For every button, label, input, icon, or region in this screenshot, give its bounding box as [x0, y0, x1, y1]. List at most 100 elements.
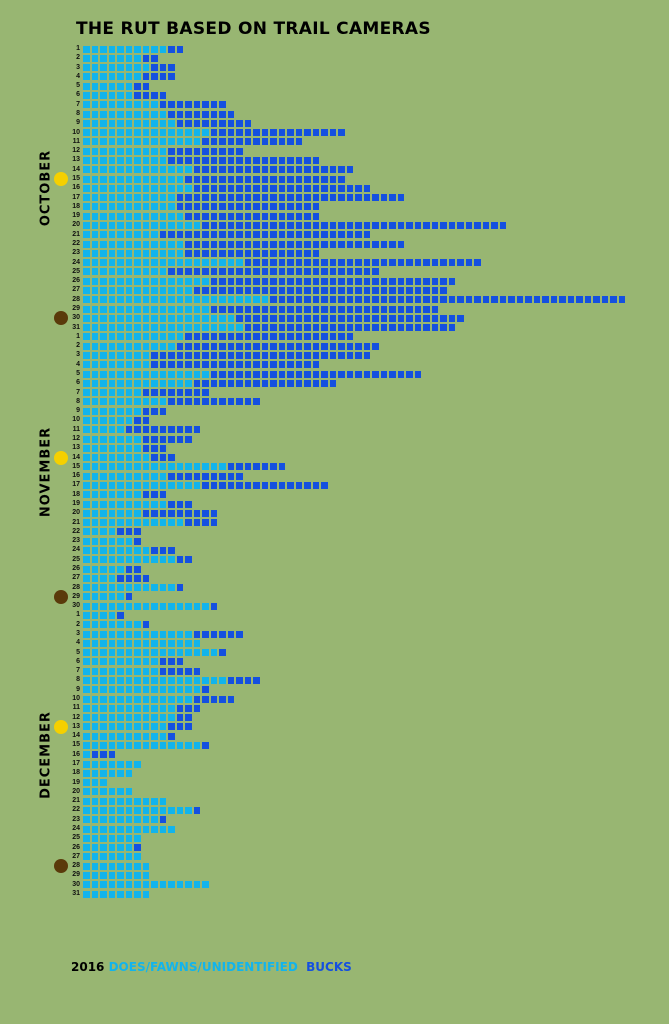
- does-square: [83, 91, 90, 99]
- does-square: [210, 324, 217, 332]
- does-square: [134, 156, 141, 164]
- does-square: [91, 203, 98, 211]
- does-square: [117, 704, 124, 712]
- bucks-square: [295, 138, 302, 146]
- does-square: [100, 240, 107, 248]
- does-square: [91, 658, 98, 666]
- does-square: [117, 667, 124, 675]
- does-square: [117, 593, 124, 601]
- does-square: [91, 379, 98, 387]
- does-square: [117, 862, 124, 870]
- does-square: [91, 481, 98, 489]
- does-square: [91, 91, 98, 99]
- bucks-square: [601, 296, 608, 304]
- does-square: [185, 881, 192, 889]
- does-square: [159, 268, 166, 276]
- bucks-square: [210, 212, 217, 220]
- does-square: [83, 574, 90, 582]
- bucks-square: [219, 175, 226, 183]
- bucks-square: [304, 379, 311, 387]
- does-square: [185, 686, 192, 694]
- does-square: [91, 296, 98, 304]
- does-square: [108, 203, 115, 211]
- bucks-square: [304, 342, 311, 350]
- does-square: [151, 138, 158, 146]
- bucks-square: [185, 472, 192, 480]
- bucks-square: [202, 695, 209, 703]
- does-square: [176, 259, 183, 267]
- does-square: [91, 212, 98, 220]
- does-square: [91, 825, 98, 833]
- bucks-square: [389, 221, 396, 229]
- bucks-square: [363, 351, 370, 359]
- bucks-square: [312, 296, 319, 304]
- bucks-square: [304, 194, 311, 202]
- does-square: [159, 277, 166, 285]
- bucks-square: [202, 286, 209, 294]
- bucks-square: [261, 259, 268, 267]
- does-square: [193, 463, 200, 471]
- does-square: [168, 519, 175, 527]
- bucks-square: [151, 351, 158, 359]
- day-label: 25: [72, 834, 80, 842]
- bucks-square: [253, 398, 260, 406]
- does-square: [159, 286, 166, 294]
- does-square: [108, 658, 115, 666]
- does-square: [100, 556, 107, 564]
- does-square: [176, 639, 183, 647]
- month-label: NOVEMBER: [38, 426, 54, 517]
- does-square: [151, 129, 158, 137]
- does-square: [100, 741, 107, 749]
- does-square: [108, 630, 115, 638]
- bucks-square: [329, 184, 336, 192]
- does-square: [236, 324, 243, 332]
- bucks-square: [253, 277, 260, 285]
- bucks-square: [227, 481, 234, 489]
- bucks-square: [227, 249, 234, 257]
- does-square: [83, 788, 90, 796]
- bucks-square: [312, 231, 319, 239]
- does-square: [185, 277, 192, 285]
- does-square: [91, 537, 98, 545]
- does-square: [125, 723, 132, 731]
- month-label: OCTOBER: [38, 150, 54, 227]
- does-square: [100, 871, 107, 879]
- bucks-square: [193, 212, 200, 220]
- bucks-square: [236, 240, 243, 248]
- does-square: [100, 649, 107, 657]
- does-square: [83, 714, 90, 722]
- bucks-square: [338, 175, 345, 183]
- month-label: DECEMBER: [38, 710, 54, 799]
- does-square: [151, 45, 158, 53]
- bucks-square: [329, 379, 336, 387]
- bucks-square: [321, 286, 328, 294]
- does-square: [117, 110, 124, 118]
- bucks-square: [193, 268, 200, 276]
- bucks-square: [219, 379, 226, 387]
- does-square: [108, 602, 115, 610]
- bucks-square: [287, 240, 294, 248]
- does-square: [151, 584, 158, 592]
- does-square: [134, 342, 141, 350]
- bucks-square: [168, 351, 175, 359]
- bucks-square: [125, 528, 132, 536]
- does-square: [91, 779, 98, 787]
- does-square: [91, 871, 98, 879]
- does-square: [193, 649, 200, 657]
- day-label: 16: [72, 750, 80, 758]
- bucks-square: [287, 194, 294, 202]
- does-square: [108, 611, 115, 619]
- bucks-square: [185, 156, 192, 164]
- does-square: [83, 528, 90, 536]
- bucks-square: [151, 91, 158, 99]
- does-square: [108, 435, 115, 443]
- bucks-square: [202, 221, 209, 229]
- bucks-square: [278, 333, 285, 341]
- bucks-square: [287, 342, 294, 350]
- bucks-square: [227, 184, 234, 192]
- bucks-square: [210, 129, 217, 137]
- does-square: [108, 500, 115, 508]
- does-square: [117, 156, 124, 164]
- day-label: 8: [76, 676, 80, 684]
